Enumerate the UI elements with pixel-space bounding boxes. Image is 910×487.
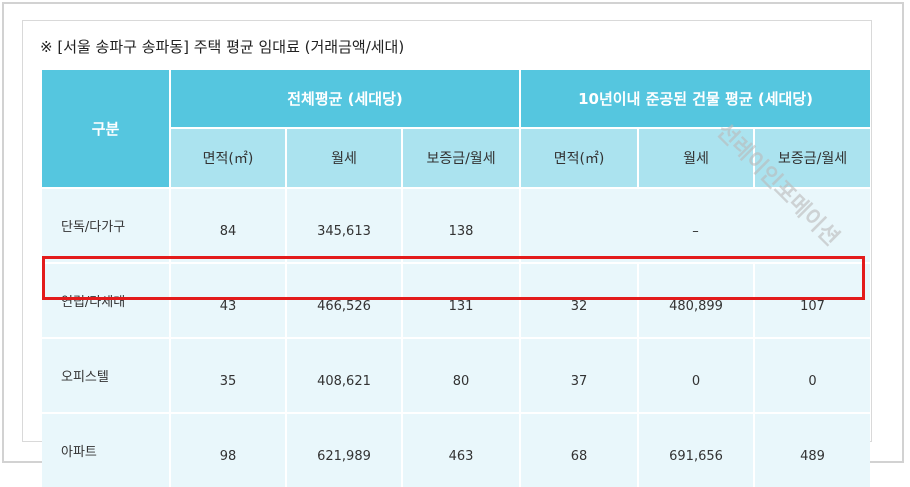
header-row: 구분 전체평균 (세대당) 10년이내 준공된 건물 평균 (세대당) bbox=[42, 70, 871, 188]
table-cell: 0 bbox=[754, 337, 871, 413]
table-cell: – bbox=[520, 187, 871, 263]
table-cell: 480,899 bbox=[638, 262, 756, 338]
row-label: 아파트 bbox=[42, 412, 171, 487]
table-cell: 98 bbox=[170, 412, 287, 487]
table-caption: ※ [서울 송파구 송파동] 주택 평균 임대료 (거래금액/세대) bbox=[40, 38, 405, 56]
monthly-rent-header: 월세 bbox=[638, 128, 756, 188]
table-cell: 463 bbox=[402, 412, 522, 487]
row-label: 오피스텔 bbox=[42, 337, 171, 413]
table-cell: 84 bbox=[170, 187, 287, 263]
table-cell: 691,656 bbox=[638, 412, 756, 487]
table-cell: 621,989 bbox=[286, 412, 403, 487]
area-header: 면적(㎡) bbox=[170, 128, 287, 188]
table-cell: 35 bbox=[170, 337, 287, 413]
table-row: 오피스텔 35 408,621 80 37 0 0 bbox=[42, 337, 871, 413]
table-cell: 80 bbox=[402, 337, 522, 413]
overall-average-header: 전체평균 (세대당) bbox=[170, 70, 522, 129]
table-cell: 37 bbox=[520, 337, 640, 413]
row-label: 연립/다세대 bbox=[42, 262, 171, 338]
table-cell: 32 bbox=[520, 262, 640, 338]
row-label: 단독/다가구 bbox=[42, 187, 171, 263]
deposit-ratio-header: 보증금/월세 bbox=[402, 128, 522, 188]
table-cell: 408,621 bbox=[286, 337, 403, 413]
table-cell: 0 bbox=[638, 337, 756, 413]
deposit-ratio-header: 보증금/월세 bbox=[754, 128, 871, 188]
table-row: 아파트 98 621,989 463 68 691,656 489 bbox=[42, 412, 871, 487]
rent-table: 구분 전체평균 (세대당) 10년이내 준공된 건물 평균 (세대당) 면적(㎡… bbox=[42, 70, 871, 487]
table-cell: 68 bbox=[520, 412, 640, 487]
table-cell: 466,526 bbox=[286, 262, 403, 338]
subheader-row: 면적(㎡) 월세 보증금/월세 면적(㎡) 월세 보증금/월세 bbox=[42, 128, 871, 188]
table-cell: 345,613 bbox=[286, 187, 403, 263]
table-cell: 107 bbox=[754, 262, 871, 338]
table-row: 단독/다가구 84 345,613 138 – bbox=[42, 187, 871, 263]
table-row: 연립/다세대 43 466,526 131 32 480,899 107 bbox=[42, 262, 871, 338]
new-building-average-header: 10년이내 준공된 건물 평균 (세대당) bbox=[520, 70, 871, 129]
table-cell: 131 bbox=[402, 262, 522, 338]
monthly-rent-header: 월세 bbox=[286, 128, 403, 188]
table-cell: 43 bbox=[170, 262, 287, 338]
category-header: 구분 bbox=[42, 70, 171, 188]
area-header: 면적(㎡) bbox=[520, 128, 640, 188]
table-cell: 489 bbox=[754, 412, 871, 487]
table-cell: 138 bbox=[402, 187, 522, 263]
